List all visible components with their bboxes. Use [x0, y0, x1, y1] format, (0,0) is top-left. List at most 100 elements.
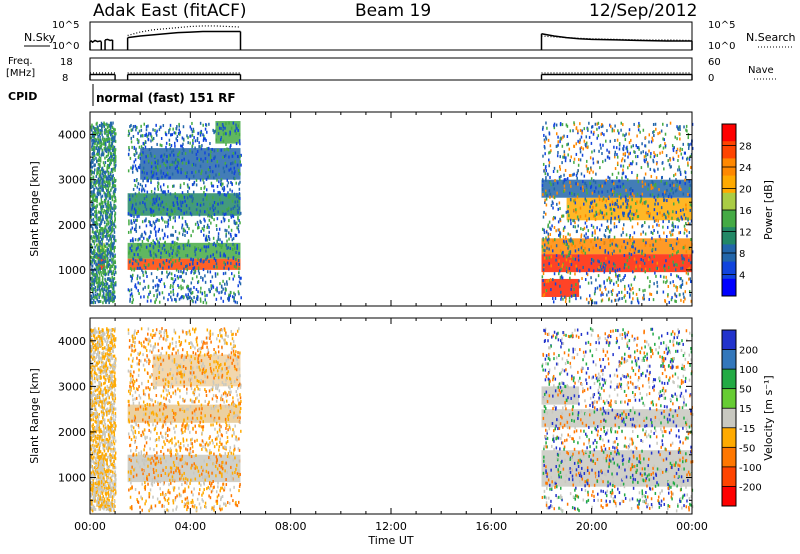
- power-scatter-point: [212, 184, 215, 188]
- power-scatter-point: [223, 193, 226, 197]
- power-scatter-point: [150, 165, 153, 169]
- power-scatter-point: [559, 140, 561, 144]
- power-scatter-point: [678, 219, 680, 223]
- power-scatter-point: [190, 195, 192, 199]
- power-scatter-point: [152, 279, 154, 283]
- power-scatter-point: [641, 223, 644, 227]
- power-scatter-point: [630, 138, 632, 142]
- power-scatter-point: [156, 142, 158, 146]
- power-scatter-point: [193, 180, 196, 184]
- power-scatter-point: [663, 198, 665, 202]
- power-scatter-point: [173, 153, 175, 157]
- velocity-scatter-point: [90, 344, 92, 348]
- power-scatter-point: [541, 187, 544, 191]
- power-scatter-point: [96, 167, 98, 171]
- velocity-scatter-point: [112, 485, 115, 489]
- power-scatter-point: [99, 258, 101, 262]
- power-scatter-point: [558, 175, 561, 179]
- power-scatter-point: [168, 260, 171, 264]
- power-scatter-point: [102, 301, 104, 305]
- power-scatter-point: [601, 190, 603, 194]
- power-scatter-point: [168, 252, 171, 256]
- power-scatter-point: [606, 148, 608, 152]
- velocity-scatter-point: [110, 416, 112, 420]
- power-scatter-point: [144, 285, 146, 289]
- power-scatter-point: [572, 219, 574, 223]
- power-scatter-point: [549, 278, 552, 282]
- power-scatter-point: [631, 160, 634, 164]
- power-scatter-point: [101, 261, 104, 265]
- power-scatter-point: [154, 300, 156, 304]
- power-scatter-point: [225, 193, 227, 197]
- power-scatter-point: [209, 207, 211, 211]
- power-scatter-point: [235, 194, 238, 198]
- velocity-scatter-point: [92, 457, 94, 461]
- power-scatter-point: [689, 222, 691, 226]
- power-scatter-point: [208, 210, 210, 214]
- power-scatter-point: [107, 153, 109, 157]
- power-scatter-point: [194, 146, 196, 150]
- power-scatter-point: [187, 287, 189, 291]
- power-scatter-point: [228, 293, 230, 297]
- velocity-scatter-point: [101, 364, 103, 368]
- power-scatter-point: [111, 126, 114, 130]
- power-scatter-point: [96, 195, 99, 199]
- power-scatter-point: [98, 245, 100, 249]
- power-scatter-point: [103, 147, 106, 151]
- power-scatter-point: [667, 285, 670, 289]
- power-scatter-point: [132, 124, 135, 128]
- power-scatter-point: [629, 151, 631, 155]
- power-scatter-point: [574, 225, 577, 229]
- power-scatter-point: [97, 162, 100, 166]
- power-scatter-point: [642, 239, 645, 243]
- velocity-scatter-point: [109, 404, 112, 408]
- power-scatter-point: [103, 209, 106, 213]
- power-scatter-point: [622, 171, 625, 175]
- power-scatter-point: [552, 300, 555, 304]
- power-scatter-point: [646, 153, 649, 157]
- power-scatter-point: [676, 183, 678, 187]
- power-scatter-point: [570, 184, 572, 188]
- power-scatter-point: [200, 275, 202, 279]
- power-scatter-point: [177, 159, 179, 163]
- power-scatter-point: [597, 236, 599, 240]
- power-scatter-point: [104, 268, 106, 272]
- power-scatter-point: [623, 253, 626, 257]
- power-scatter-point: [226, 229, 228, 233]
- power-scatter-point: [153, 241, 156, 245]
- power-scatter-point: [618, 274, 620, 278]
- power-scatter-point: [199, 259, 202, 263]
- power-scatter-point: [127, 169, 130, 173]
- power-scatter-point: [98, 278, 100, 282]
- power-scatter-point: [641, 142, 643, 146]
- power-scatter-point: [185, 293, 187, 297]
- power-scatter-point: [223, 154, 226, 158]
- power-scatter-point: [572, 241, 574, 245]
- power-scatter-point: [583, 139, 586, 143]
- power-scatter-point: [602, 215, 605, 219]
- power-scatter-point: [641, 249, 643, 253]
- power-scatter-point: [557, 220, 560, 224]
- power-scatter-point: [99, 192, 102, 196]
- power-scatter-point: [616, 153, 618, 157]
- power-scatter-point: [154, 225, 156, 229]
- power-scatter-point: [599, 143, 602, 147]
- power-scatter-point: [545, 121, 547, 125]
- power-scatter-point: [619, 185, 622, 189]
- power-scatter-point: [165, 173, 168, 177]
- power-scatter-point: [133, 218, 135, 222]
- power-scatter-point: [145, 207, 148, 211]
- power-scatter-point: [598, 212, 600, 216]
- power-scatter-point: [165, 225, 167, 229]
- power-scatter-point: [626, 205, 629, 209]
- power-scatter-point: [564, 159, 567, 163]
- power-scatter-point: [207, 147, 210, 151]
- power-scatter-point: [688, 193, 691, 197]
- velocity-scatter-point: [102, 388, 105, 392]
- power-scatter-point: [158, 207, 160, 211]
- power-scatter-point: [565, 297, 567, 301]
- power-scatter-point: [545, 236, 547, 240]
- power-scatter-point: [93, 282, 95, 286]
- power-scatter-point: [115, 132, 117, 136]
- power-scatter-point: [133, 220, 136, 224]
